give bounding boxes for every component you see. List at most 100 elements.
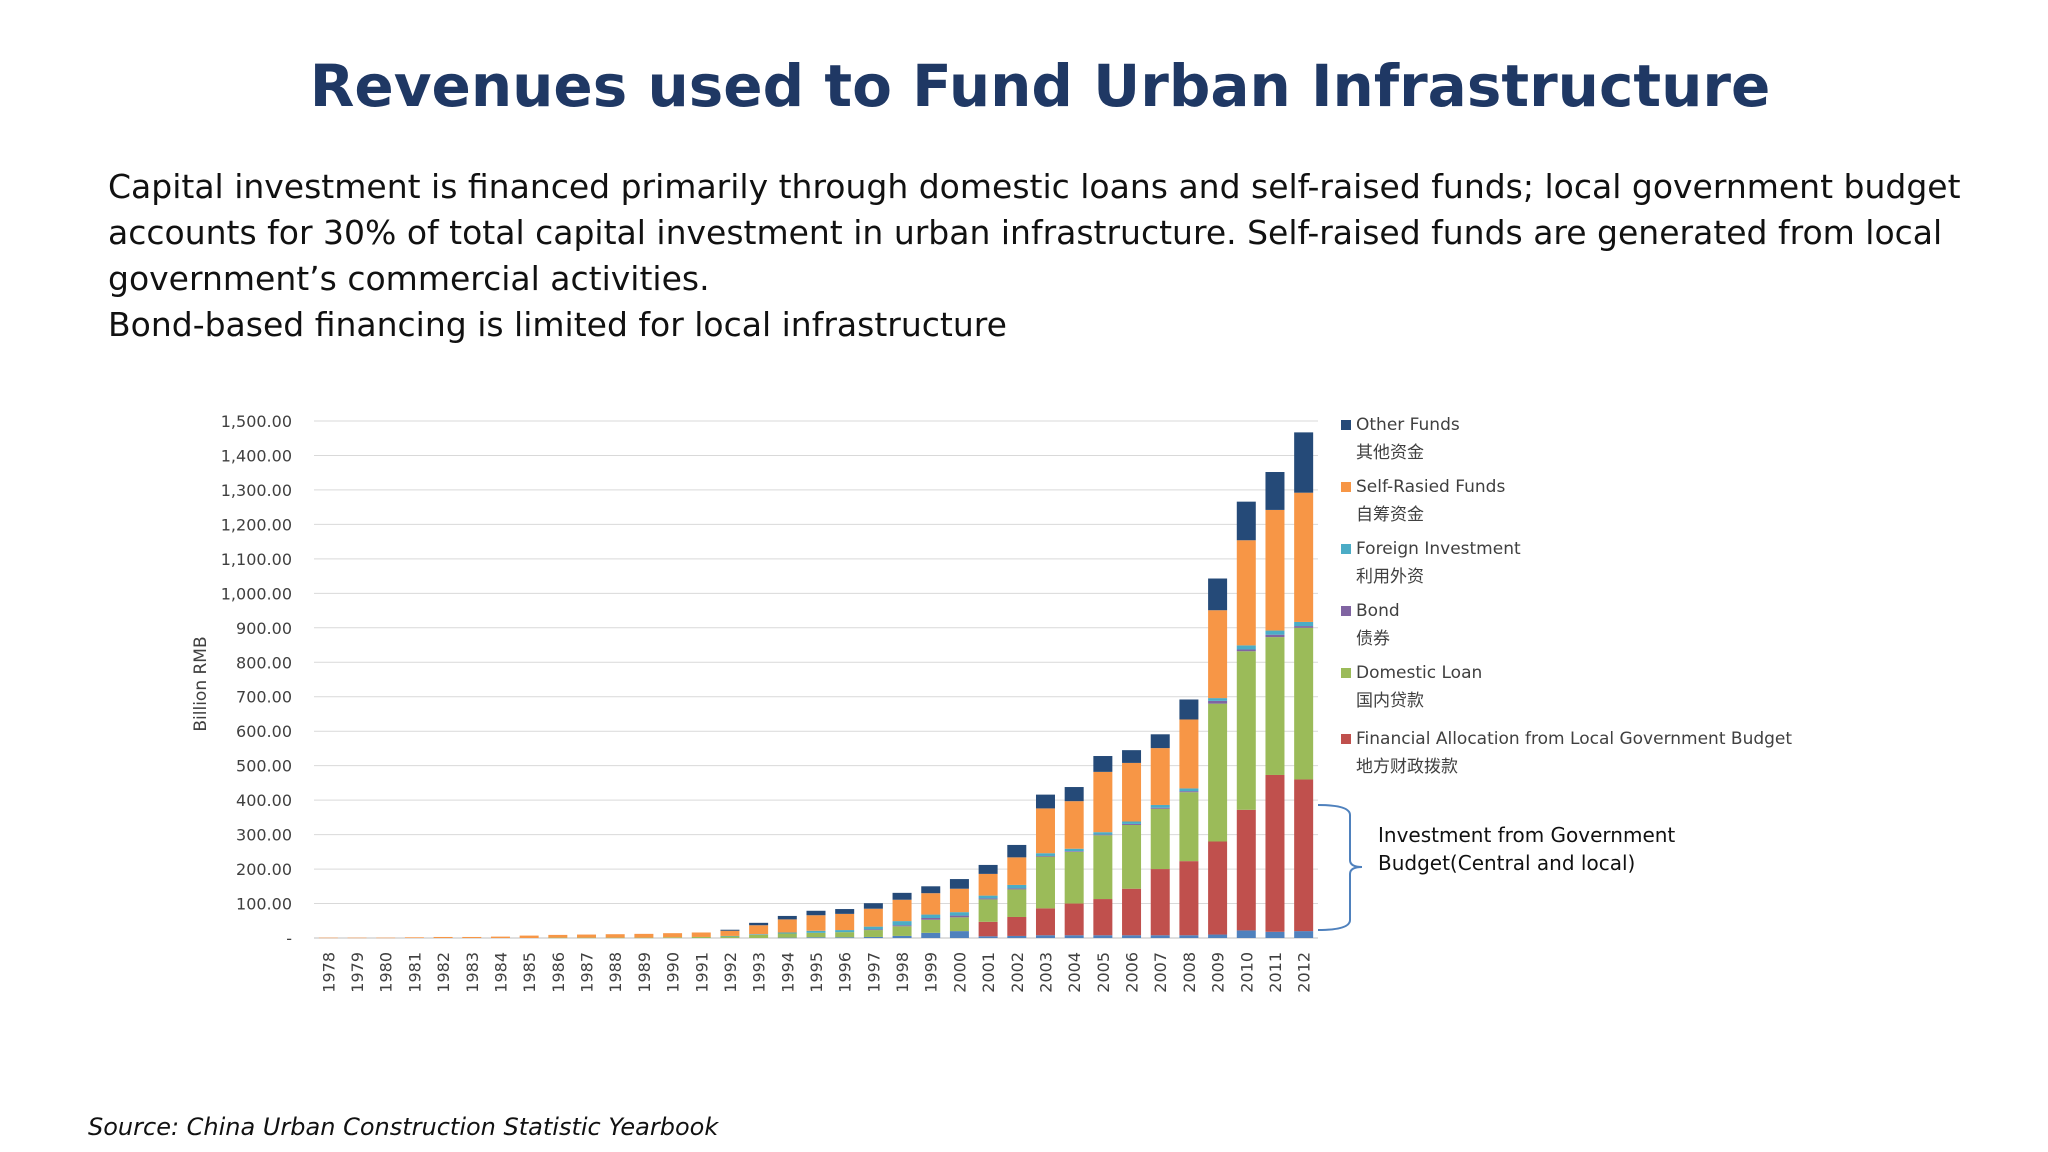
bar-segment-self_raised-1984 [490,936,510,938]
government-budget-annotation: Investment from Government Budget(Centra… [1317,804,1675,931]
grid-lines [314,420,1318,939]
bar-segment-domestic_loan-1989 [634,937,654,939]
bar-segment-local_budget-2004 [1064,903,1084,936]
bar-segment-domestic_loan-1992 [720,936,740,938]
x-tick-label: 2012 [1295,952,1314,993]
x-tick-label: 2008 [1180,952,1199,993]
x-tick-label: 1982 [434,952,453,993]
bar-segment-foreign_investment-1995 [806,930,826,933]
bar-segment-foreign_investment-2012 [1294,621,1314,627]
bar-segment-domestic_loan-2008 [1179,792,1199,862]
bar-segment-self_raised-1994 [777,919,797,933]
x-tick-label: 1996 [836,952,855,993]
y-tick-label: 400.00 [236,791,292,810]
bar-segment-local_budget-2010 [1236,809,1256,931]
bar-segment-self_raised-1991 [691,932,711,937]
legend-label-other: Other Funds [1356,415,1460,435]
bar-segment-foreign_investment-2003 [1035,853,1055,856]
x-tick-label: 1987 [578,952,597,993]
bar-segment-foreign_investment-2009 [1208,698,1228,701]
slide-title: Revenues used to Fund Urban Infrastructu… [309,52,1771,120]
bar-segment-foreign_investment-2008 [1179,788,1199,792]
bar-segment-self_raised-1979 [347,937,367,939]
bar-segment-bond-1997 [863,929,883,931]
y-tick-label: - [286,929,292,948]
bar-segment-local_budget-2003 [1035,908,1055,936]
bar-segment-bond-2004 [1064,851,1084,852]
x-tick-label: 1999 [922,952,941,993]
bar-segment-domestic_loan-1995 [806,932,826,938]
y-tick-label: 800.00 [236,653,292,672]
legend-label-cn-bond: 债券 [1356,629,1390,649]
x-tick-label: 1988 [606,952,625,993]
bar-segment-domestic_loan-1996 [835,932,855,938]
bar-segment-bond-2009 [1208,700,1228,704]
x-tick-label: 1990 [664,952,683,993]
x-tick-label: 1981 [405,952,424,993]
bar-segment-self_raised-1982 [433,936,453,938]
bar-segment-central-2003 [1035,935,1055,938]
bar-segment-bond-2011 [1265,634,1285,638]
bar-segment-bond-2012 [1294,626,1314,628]
bar-segment-foreign_investment-2007 [1150,804,1170,808]
bar-segment-self_raised-2002 [1007,857,1027,885]
x-tick-label: 2000 [950,952,969,993]
x-tick-label: 1979 [348,952,367,993]
legend-label-local_budget: Financial Allocation from Local Governme… [1356,729,1792,749]
bar-segment-domestic_loan-2004 [1064,851,1084,904]
x-tick-label: 2010 [1237,952,1256,993]
bar-segment-self_raised-2008 [1179,719,1199,789]
bar-segment-foreign_investment-2006 [1122,821,1142,824]
x-tick-label: 1995 [807,952,826,993]
bar-segment-other-1999 [921,886,941,894]
bar-segment-self_raised-2012 [1294,492,1314,622]
bar-segment-domestic_loan-2003 [1035,856,1055,909]
bar-segment-central-1996 [835,937,855,938]
bar-segment-central-1995 [806,937,826,938]
bar-segment-central-2000 [949,931,969,938]
bar-segment-foreign_investment-2011 [1265,630,1285,635]
x-axis-tick-labels: 1978 1979 1980 1981 1982 1983 1984 1985 1986 1987… [319,952,1313,993]
bar-segment-self_raised-1988 [605,934,625,938]
bar-segment-foreign_investment-1996 [835,930,855,933]
x-tick-label: 1989 [635,952,654,993]
bar-segment-foreign_investment-1999 [921,914,941,919]
bar-segment-other-2005 [1093,756,1113,772]
bar-segment-foreign_investment-2010 [1236,645,1256,650]
bar-segment-bond-2006 [1122,823,1142,825]
bar-segment-other-2010 [1236,501,1256,541]
y-tick-label: 1,400.00 [221,446,292,465]
bar-segment-other-2011 [1265,472,1285,510]
legend-swatch-bond [1341,606,1351,616]
x-tick-label: 1991 [692,952,711,993]
bar-segment-domestic_loan-2010 [1236,651,1256,810]
bar-segment-local_budget-2001 [978,921,998,937]
bar-segment-bond-2003 [1035,855,1055,857]
bar-segment-central-1997 [863,936,883,938]
bar-segment-bond-2010 [1236,649,1256,652]
x-tick-label: 1986 [549,952,568,993]
legend-swatch-domestic_loan [1341,668,1351,678]
bar-segment-bond-2000 [949,915,969,918]
bar-segment-self_raised-1990 [663,933,683,938]
bar-segment-local_budget-2002 [1007,916,1027,936]
bar-segment-local_budget-2008 [1179,861,1199,936]
legend-label-cn-local_budget: 地方财政拨款 [1356,757,1458,777]
legend-swatch-foreign_investment [1341,544,1351,554]
x-tick-label: 1993 [750,952,769,993]
bar-segment-self_raised-1998 [892,899,912,922]
x-tick-label: 1998 [893,952,912,993]
y-axis-tick-labels: - 100.00 200.00 300.00 400.00 500.00 600.00 700… [221,412,292,948]
bar-segment-other-2002 [1007,844,1027,858]
y-tick-label: 600.00 [236,722,292,741]
bar-segment-self_raised-1996 [835,913,855,931]
bar-segment-bond-2002 [1007,888,1027,890]
bar-segment-domestic_loan-2005 [1093,835,1113,900]
x-tick-label: 2007 [1151,952,1170,993]
bar-segment-self_raised-1985 [519,935,539,938]
x-tick-label: 1978 [319,952,338,993]
bar-segment-domestic_loan-2001 [978,899,998,922]
x-tick-label: 2004 [1065,952,1084,993]
bar-segment-self_raised-1986 [548,934,568,938]
bar-segment-other-2004 [1064,787,1084,802]
